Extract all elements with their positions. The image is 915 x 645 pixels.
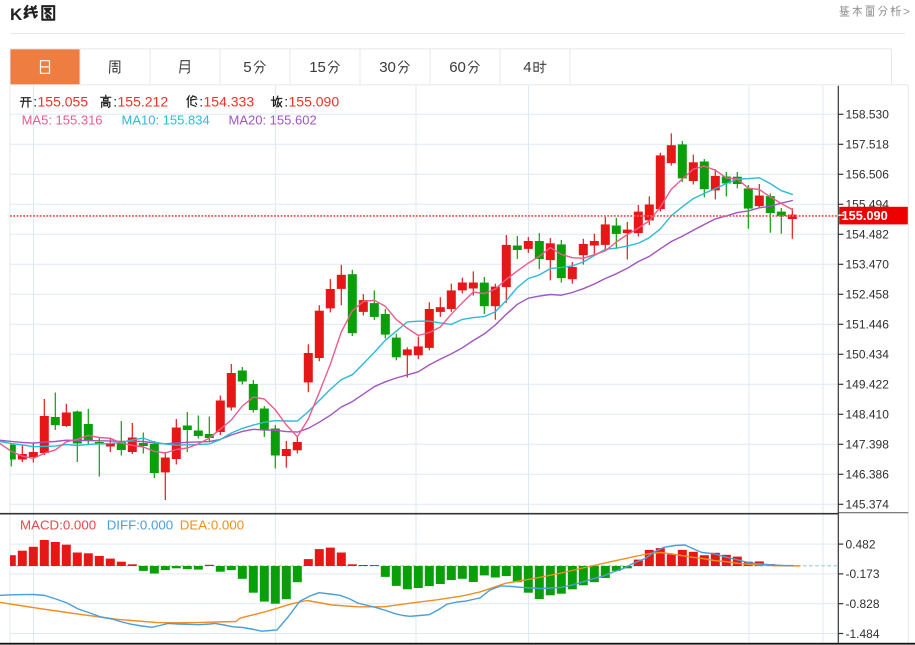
- svg-text:4: 4: [523, 59, 531, 76]
- svg-text:151.446: 151.446: [846, 318, 890, 332]
- svg-text:155.212: 155.212: [118, 94, 169, 110]
- svg-text::: :: [33, 94, 37, 110]
- svg-text:K: K: [10, 5, 23, 24]
- svg-text:MA20: 155.602: MA20: 155.602: [229, 113, 317, 128]
- svg-text:155.090: 155.090: [842, 208, 888, 223]
- svg-text:DEA:0.000: DEA:0.000: [180, 517, 244, 532]
- svg-text:150.434: 150.434: [846, 348, 890, 362]
- svg-text:60: 60: [449, 59, 466, 76]
- svg-text:MA5: 155.316: MA5: 155.316: [22, 113, 103, 128]
- svg-text::: :: [284, 94, 288, 110]
- svg-text:152.458: 152.458: [846, 288, 890, 302]
- svg-text:147.398: 147.398: [846, 438, 890, 452]
- svg-text:145.374: 145.374: [846, 498, 890, 512]
- svg-text:157.518: 157.518: [846, 138, 890, 152]
- svg-text:DIFF:0.000: DIFF:0.000: [107, 517, 174, 532]
- svg-text:146.386: 146.386: [846, 468, 890, 482]
- svg-text:MA10: 155.834: MA10: 155.834: [122, 113, 210, 128]
- svg-text:155.055: 155.055: [38, 94, 89, 110]
- svg-text:154.482: 154.482: [846, 228, 890, 242]
- svg-text:148.410: 148.410: [846, 408, 890, 422]
- svg-text:154.333: 154.333: [204, 94, 255, 110]
- svg-text:-1.484: -1.484: [846, 627, 880, 641]
- svg-text:0.482: 0.482: [846, 537, 876, 551]
- svg-text:MACD:0.000: MACD:0.000: [20, 517, 96, 532]
- svg-text:-0.173: -0.173: [846, 567, 880, 581]
- svg-text:155.090: 155.090: [289, 94, 340, 110]
- svg-text:153.470: 153.470: [846, 258, 890, 272]
- svg-text:149.422: 149.422: [846, 378, 890, 392]
- svg-text:>: >: [903, 5, 910, 19]
- svg-text::: :: [199, 94, 203, 110]
- svg-text:-0.828: -0.828: [846, 597, 880, 611]
- svg-text:30: 30: [379, 59, 396, 76]
- svg-text:158.530: 158.530: [846, 108, 890, 122]
- svg-text:5: 5: [243, 59, 251, 76]
- svg-text:15: 15: [309, 59, 326, 76]
- svg-text::: :: [113, 94, 117, 110]
- svg-text:156.506: 156.506: [846, 168, 890, 182]
